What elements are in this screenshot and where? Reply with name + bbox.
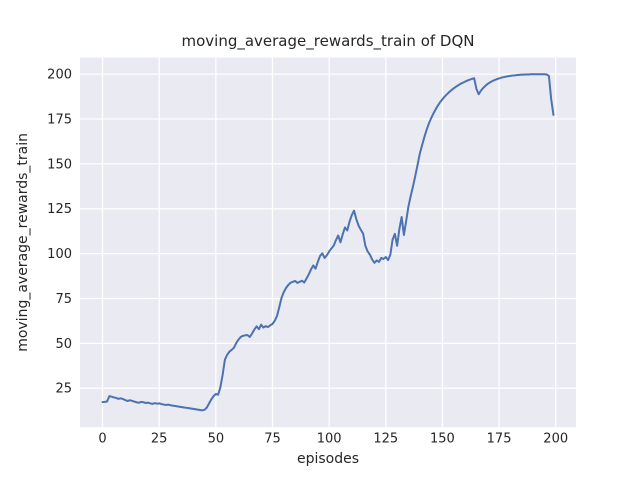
chart-title: moving_average_rewards_train of DQN [181, 32, 474, 51]
y-tick-label: 100 [47, 247, 72, 262]
y-tick-label: 200 [47, 68, 72, 83]
y-tick-label: 75 [55, 292, 72, 307]
x-tick-label: 0 [98, 432, 106, 447]
y-tick-label: 150 [47, 157, 72, 172]
x-axis-label: episodes [297, 451, 359, 467]
y-tick-label: 125 [47, 202, 72, 217]
x-tick-label: 75 [264, 432, 281, 447]
x-tick-label: 150 [430, 432, 455, 447]
y-tick-label: 25 [55, 382, 72, 397]
y-axis-label: moving_average_rewards_train [15, 133, 31, 352]
x-tick-label: 100 [317, 432, 342, 447]
y-tick-label: 175 [47, 112, 72, 127]
y-axis-tick-labels: 25 50 75 100 125 150 175 200 [47, 68, 72, 397]
plot-area [80, 57, 576, 428]
dqn-reward-line-series [101, 73, 555, 412]
x-tick-label: 125 [373, 432, 398, 447]
y-tick-label: 50 [55, 337, 72, 352]
x-axis-tick-labels: 0 25 50 75 100 125 150 175 200 [98, 432, 568, 447]
x-tick-label: 175 [487, 432, 512, 447]
x-tick-label: 25 [151, 432, 168, 447]
x-tick-label: 50 [208, 432, 225, 447]
x-tick-label: 200 [543, 432, 568, 447]
